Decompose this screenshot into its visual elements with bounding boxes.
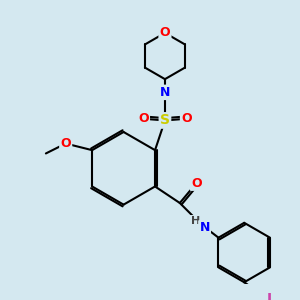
Text: I: I	[266, 292, 272, 300]
Text: O: O	[191, 177, 202, 190]
Text: H: H	[191, 216, 200, 226]
Text: N: N	[200, 221, 210, 234]
Text: O: O	[160, 26, 170, 39]
Text: S: S	[160, 113, 170, 128]
Text: O: O	[60, 137, 71, 150]
Text: O: O	[138, 112, 149, 125]
Text: N: N	[160, 86, 170, 99]
Text: O: O	[181, 112, 192, 125]
